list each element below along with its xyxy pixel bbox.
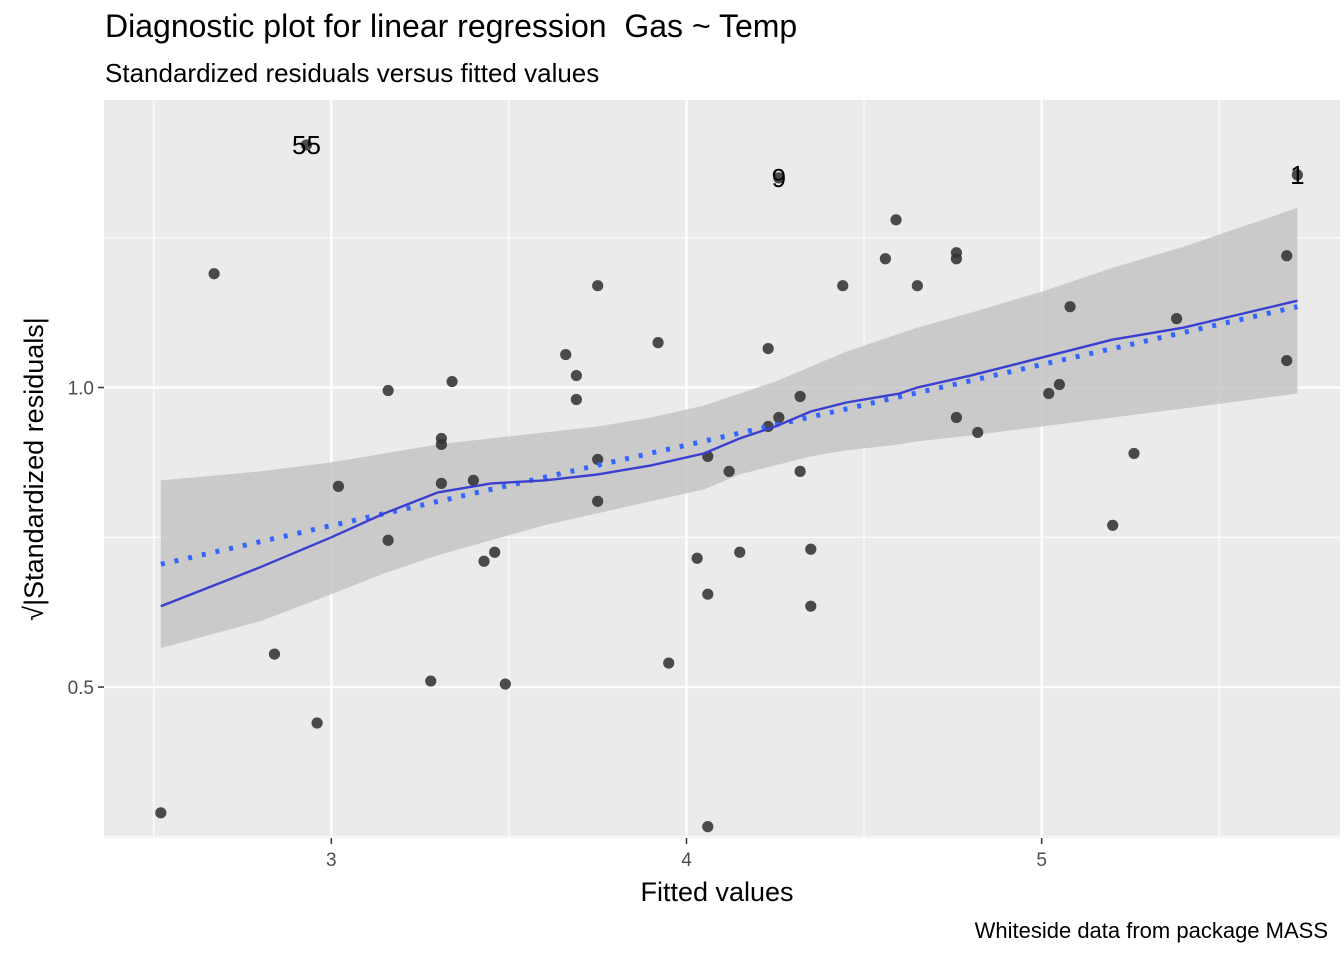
data-point <box>268 648 281 660</box>
data-point <box>1281 250 1293 262</box>
data-point <box>1043 387 1055 400</box>
data-point <box>1107 519 1119 531</box>
data-point <box>1281 354 1293 367</box>
point-label: 1 <box>1290 160 1304 190</box>
data-point <box>446 375 458 388</box>
data-point <box>208 268 220 280</box>
data-point <box>691 552 703 564</box>
point-label: 55 <box>292 130 321 160</box>
data-point <box>950 411 963 424</box>
y-tick-label: 0.5 <box>68 678 94 699</box>
data-point <box>723 465 735 477</box>
data-point <box>489 546 501 558</box>
data-point <box>773 411 785 424</box>
data-point <box>382 384 394 397</box>
x-tick-label: 5 <box>1036 850 1047 871</box>
data-point <box>592 280 604 292</box>
chart-caption: Whiteside data from package MASS <box>974 918 1328 943</box>
data-point <box>734 546 746 558</box>
data-point <box>560 348 572 361</box>
point-labels: 55 9 1 <box>292 130 1305 193</box>
data-point <box>478 555 490 567</box>
data-point <box>570 393 582 406</box>
data-point <box>435 477 448 489</box>
chart-title: Diagnostic plot for linear regression Ga… <box>105 8 798 44</box>
data-point <box>467 474 479 486</box>
fit-lines <box>160 299 1298 608</box>
data-point <box>652 337 664 349</box>
axes: 3 4 5 0.5 1.0 <box>68 379 1047 871</box>
data-point <box>794 390 806 403</box>
data-point <box>890 214 902 226</box>
data-point <box>837 280 849 292</box>
data-point <box>805 600 817 612</box>
data-point <box>1053 378 1066 391</box>
data-point <box>499 678 511 690</box>
data-point <box>382 534 394 546</box>
data-point <box>663 657 675 669</box>
data-point <box>950 253 963 265</box>
chart-subtitle: Standardized residuals versus fitted val… <box>105 58 600 88</box>
x-tick-label: 4 <box>681 850 692 871</box>
data-point <box>702 821 714 833</box>
data-point <box>702 588 714 600</box>
data-point <box>1128 447 1140 460</box>
data-point <box>972 426 984 439</box>
data-points <box>155 139 1303 833</box>
y-axis-title: √|Standardized residuals| <box>19 317 49 621</box>
data-point <box>773 172 785 184</box>
x-axis-title: Fitted values <box>640 877 793 907</box>
data-point <box>1171 313 1183 325</box>
data-point <box>425 675 437 687</box>
data-point <box>311 717 323 729</box>
data-point <box>1291 169 1303 181</box>
data-point <box>762 342 774 355</box>
data-point <box>300 139 313 151</box>
x-tick-label: 3 <box>326 850 337 871</box>
data-point <box>435 438 448 451</box>
data-point <box>570 369 582 382</box>
data-point <box>879 253 891 265</box>
data-point <box>805 543 817 555</box>
data-point <box>1064 301 1076 313</box>
confidence-band-group <box>160 207 1298 649</box>
data-point <box>794 465 806 477</box>
y-tick-label: 1.0 <box>68 379 94 400</box>
point-label: 9 <box>772 163 786 193</box>
confidence-band <box>160 207 1298 649</box>
loess-line <box>160 299 1298 608</box>
data-point <box>911 280 923 292</box>
data-point <box>332 480 345 492</box>
data-point <box>155 807 167 819</box>
data-point <box>592 495 604 507</box>
